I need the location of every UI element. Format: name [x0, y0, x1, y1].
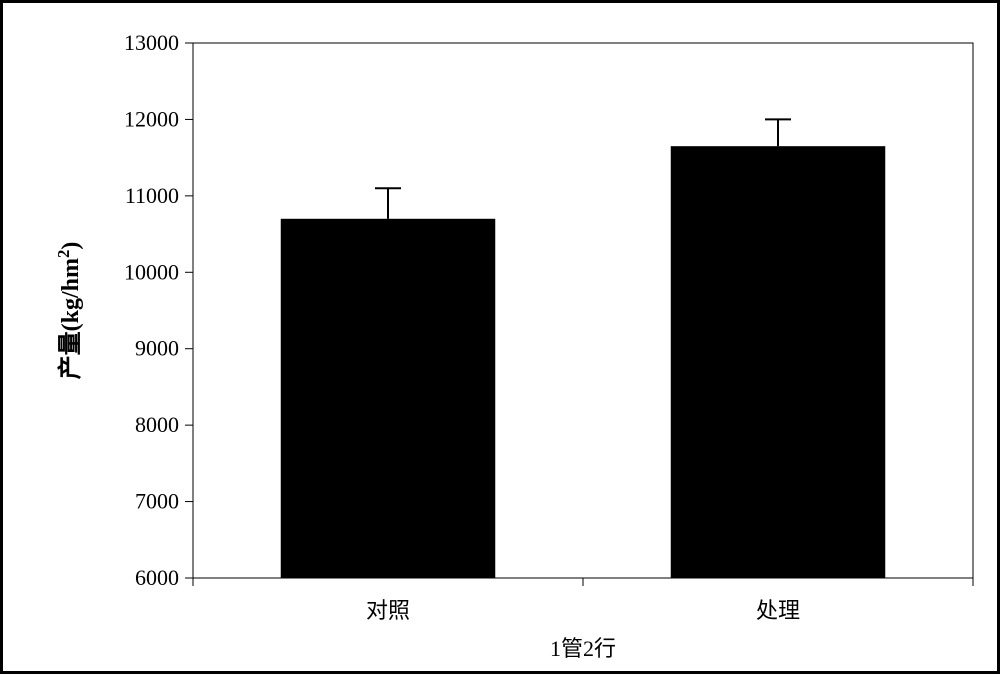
y-tick-label: 6000: [135, 565, 179, 590]
y-tick-label: 12000: [124, 106, 179, 131]
bar: [281, 219, 496, 578]
y-tick-label: 11000: [125, 183, 179, 208]
x-tick-label: 处理: [756, 598, 800, 623]
y-tick-label: 10000: [124, 259, 179, 284]
y-axis-label: 产量(kg/hm2): [54, 242, 85, 380]
x-tick-label: 对照: [366, 598, 410, 623]
chart-frame: 6000 7000 8000 9000 10000 11000 12000 13000 产量(k…: [0, 0, 1000, 674]
y-tick-label: 13000: [124, 30, 179, 55]
bar-chart: 6000 7000 8000 9000 10000 11000 12000 13000 产量(k…: [3, 3, 997, 671]
y-tick-label: 8000: [135, 412, 179, 437]
x-axis-group-label: 1管2行: [550, 636, 616, 661]
bar: [671, 146, 886, 578]
y-tick-label: 7000: [135, 489, 179, 514]
y-tick-label: 9000: [135, 336, 179, 361]
